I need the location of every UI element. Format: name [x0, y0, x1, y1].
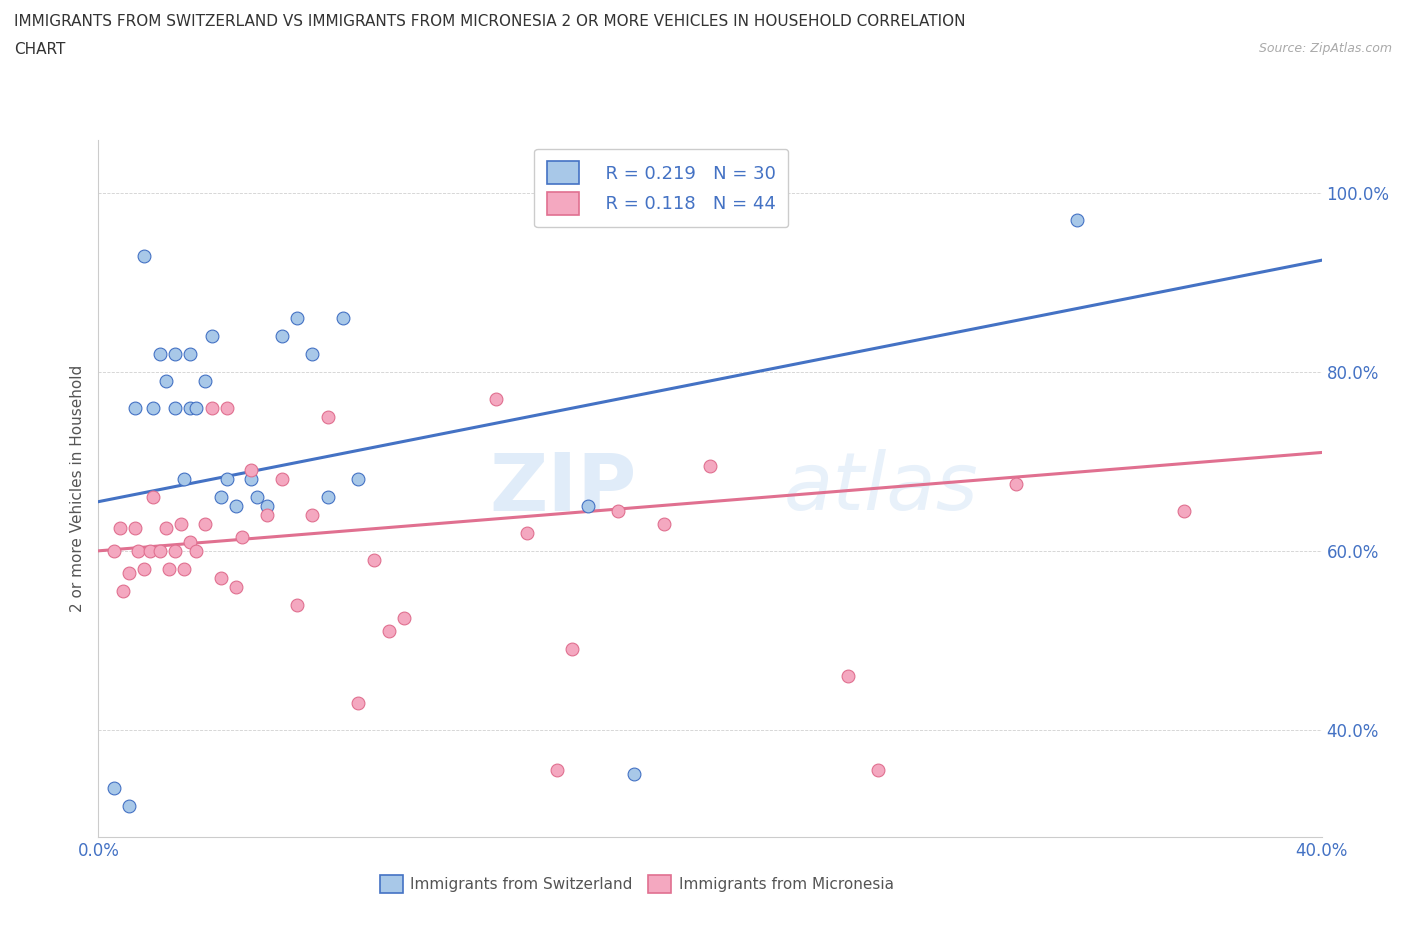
Point — [194, 516, 217, 531]
Point — [173, 472, 195, 486]
Point — [576, 498, 599, 513]
Point — [270, 329, 292, 344]
Point — [149, 543, 172, 558]
Point — [200, 400, 222, 415]
Point — [139, 543, 162, 558]
Point — [301, 508, 323, 523]
Point — [225, 579, 247, 594]
Point — [607, 503, 630, 518]
Point — [316, 490, 339, 505]
Point — [285, 597, 308, 612]
Point — [209, 570, 232, 585]
Point — [256, 498, 278, 513]
Point — [1173, 503, 1195, 518]
Point — [209, 490, 232, 505]
Point — [363, 552, 385, 567]
Point — [134, 248, 156, 263]
Point — [378, 624, 401, 639]
Point — [118, 798, 141, 813]
Point — [240, 463, 263, 478]
Point — [225, 498, 247, 513]
Point — [108, 521, 131, 536]
Point — [186, 543, 208, 558]
Point — [546, 763, 568, 777]
Point — [134, 562, 156, 577]
Point — [155, 374, 177, 389]
Point — [111, 584, 134, 599]
Point — [103, 780, 125, 795]
Point — [173, 562, 195, 577]
Point — [652, 516, 675, 531]
Point — [179, 347, 201, 362]
Point — [142, 490, 165, 505]
Point — [270, 472, 292, 486]
Point — [194, 374, 217, 389]
Point — [837, 669, 859, 684]
Point — [231, 530, 253, 545]
Point — [124, 521, 146, 536]
Point — [170, 516, 193, 531]
Point — [200, 329, 222, 344]
Y-axis label: 2 or more Vehicles in Household: 2 or more Vehicles in Household — [69, 365, 84, 612]
Point — [179, 400, 201, 415]
Point — [163, 347, 186, 362]
Point — [163, 543, 186, 558]
Point — [142, 400, 165, 415]
Point — [561, 642, 583, 657]
Point — [118, 565, 141, 580]
Point — [316, 409, 339, 424]
Point — [285, 311, 308, 325]
Point — [623, 767, 645, 782]
Text: IMMIGRANTS FROM SWITZERLAND VS IMMIGRANTS FROM MICRONESIA 2 OR MORE VEHICLES IN : IMMIGRANTS FROM SWITZERLAND VS IMMIGRANT… — [14, 14, 966, 29]
Point — [186, 400, 208, 415]
Point — [516, 525, 538, 540]
Point — [301, 347, 323, 362]
Point — [163, 400, 186, 415]
Point — [1004, 476, 1026, 491]
Point — [149, 347, 172, 362]
Point — [1066, 213, 1088, 228]
Point — [485, 392, 508, 406]
Text: CHART: CHART — [14, 42, 66, 57]
Point — [256, 508, 278, 523]
Point — [347, 696, 370, 711]
Text: ZIP: ZIP — [489, 449, 637, 527]
Point — [127, 543, 149, 558]
Legend: Immigrants from Switzerland, Immigrants from Micronesia: Immigrants from Switzerland, Immigrants … — [374, 870, 900, 899]
Point — [215, 472, 238, 486]
Point — [157, 562, 180, 577]
Point — [246, 490, 269, 505]
Point — [868, 763, 890, 777]
Point — [179, 535, 201, 550]
Point — [392, 610, 416, 625]
Point — [155, 521, 177, 536]
Point — [124, 400, 146, 415]
Text: Source: ZipAtlas.com: Source: ZipAtlas.com — [1258, 42, 1392, 55]
Point — [699, 458, 721, 473]
Point — [240, 472, 263, 486]
Text: atlas: atlas — [783, 449, 979, 527]
Point — [347, 472, 370, 486]
Point — [103, 543, 125, 558]
Point — [215, 400, 238, 415]
Point — [332, 311, 354, 325]
